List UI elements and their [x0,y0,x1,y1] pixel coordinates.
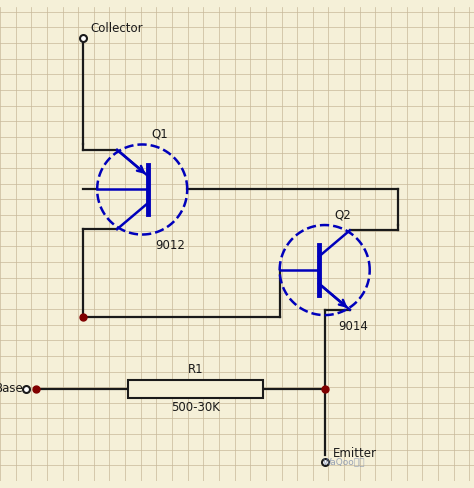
Text: Q1: Q1 [152,128,168,141]
Text: Collector: Collector [90,22,143,36]
Text: 500-30K: 500-30K [171,401,220,414]
Text: Emitter: Emitter [333,447,377,460]
Text: Base: Base [0,382,24,395]
Text: WaQoo维库: WaQoo维库 [322,458,365,467]
Text: R1: R1 [188,363,203,376]
Text: 9014: 9014 [338,320,368,333]
Bar [128,380,263,398]
Text: 9012: 9012 [155,239,186,252]
Text: Q2: Q2 [334,208,351,221]
